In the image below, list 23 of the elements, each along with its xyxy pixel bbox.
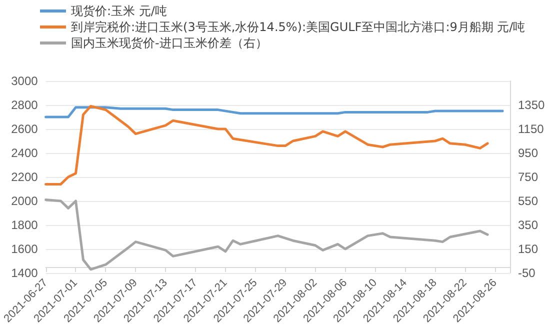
- y-tick-label: 2200: [11, 170, 38, 184]
- y-tick-label: 3000: [11, 74, 38, 88]
- y-tick-label: 1600: [11, 242, 38, 256]
- y-tick-label: 2800: [11, 98, 38, 112]
- legend-label: 到岸完税价:进口玉米(3号玉米,水份14.5%):美国GULF至中国北方港口:9月船期 元/吨: [71, 20, 526, 34]
- y2-tick-label: 150: [518, 242, 538, 256]
- line-series: [44, 198, 489, 271]
- legend-label: 国内玉米现货价-进口玉米价差（右）: [71, 36, 268, 50]
- y2-tick-label: 1350: [518, 98, 546, 112]
- y2-tick-label: 350: [518, 218, 538, 232]
- y-tick-label: 1800: [11, 218, 38, 232]
- y-tick-label: 2600: [11, 122, 38, 136]
- y2-tick-label: 550: [518, 194, 538, 208]
- line-series: [44, 106, 504, 118]
- y2-tick-label: 1150: [518, 122, 544, 136]
- y-tick-label: 2400: [11, 146, 38, 160]
- y2-tick-label: 950: [518, 146, 538, 160]
- y2-tick-label: 750: [518, 170, 538, 184]
- line-series: [44, 104, 489, 186]
- y-tick-label: 2000: [11, 194, 38, 208]
- legend-label: 现货价:玉米 元/吨: [71, 4, 167, 18]
- y2-tick-label: -50: [518, 266, 536, 280]
- y-tick-label: 1400: [11, 266, 38, 280]
